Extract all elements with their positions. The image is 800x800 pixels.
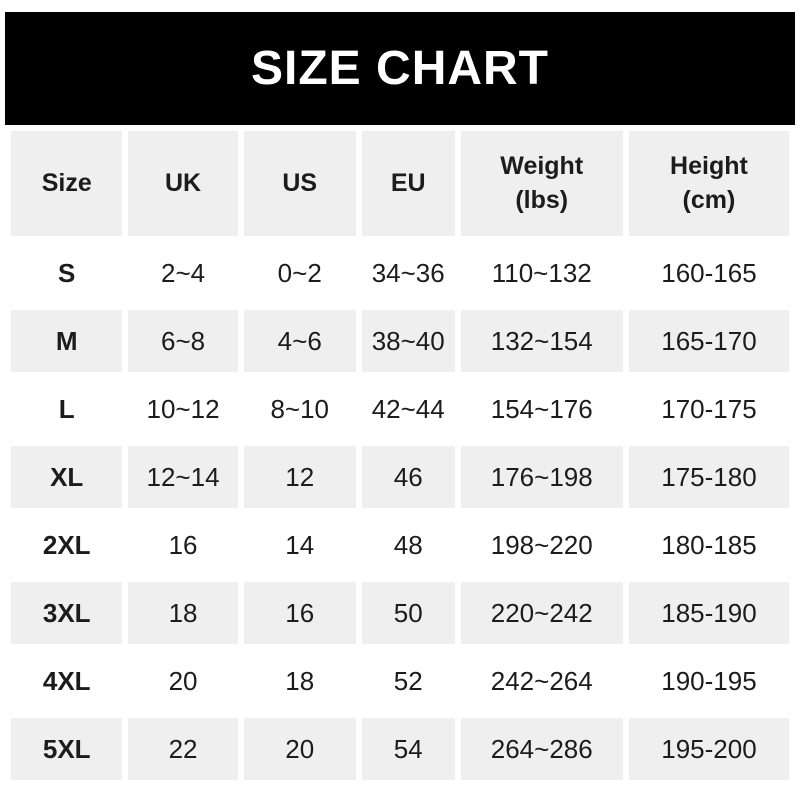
- table-row: 4XL 20 18 52 242~264 190-195: [11, 650, 789, 712]
- value-cell: 12~14: [128, 446, 238, 508]
- value-cell: 50: [361, 582, 455, 644]
- value-cell: 195-200: [628, 718, 789, 780]
- table-row: L 10~12 8~10 42~44 154~176 170-175: [11, 378, 789, 440]
- size-label-cell: XL: [11, 446, 123, 508]
- value-cell: 6~8: [128, 310, 238, 372]
- table-row: 5XL 22 20 54 264~286 195-200: [11, 718, 789, 780]
- value-cell: 52: [361, 650, 455, 712]
- page-title: SIZE CHART: [251, 42, 549, 95]
- value-cell: 16: [128, 514, 238, 576]
- value-cell: 54: [361, 718, 455, 780]
- value-cell: 46: [361, 446, 455, 508]
- value-cell: 2~4: [128, 242, 238, 304]
- value-cell: 48: [361, 514, 455, 576]
- value-cell: 242~264: [460, 650, 623, 712]
- column-header-height: Height (cm): [628, 131, 789, 236]
- size-label-cell: L: [11, 378, 123, 440]
- value-cell: 34~36: [361, 242, 455, 304]
- value-cell: 12: [243, 446, 356, 508]
- table-header: Size UK US EU Weight (lbs) Height (cm): [11, 131, 789, 236]
- size-label-cell: 2XL: [11, 514, 123, 576]
- value-cell: 10~12: [128, 378, 238, 440]
- size-label-cell: M: [11, 310, 123, 372]
- table-row: XL 12~14 12 46 176~198 175-180: [11, 446, 789, 508]
- value-cell: 198~220: [460, 514, 623, 576]
- value-cell: 132~154: [460, 310, 623, 372]
- column-header-eu: EU: [361, 131, 455, 236]
- value-cell: 38~40: [361, 310, 455, 372]
- value-cell: 22: [128, 718, 238, 780]
- value-cell: 160-165: [628, 242, 789, 304]
- column-header-uk: UK: [128, 131, 238, 236]
- value-cell: 180-185: [628, 514, 789, 576]
- table-row: 3XL 18 16 50 220~242 185-190: [11, 582, 789, 644]
- value-cell: 20: [243, 718, 356, 780]
- value-cell: 18: [128, 582, 238, 644]
- value-cell: 185-190: [628, 582, 789, 644]
- value-cell: 154~176: [460, 378, 623, 440]
- value-cell: 110~132: [460, 242, 623, 304]
- value-cell: 14: [243, 514, 356, 576]
- table-row: S 2~4 0~2 34~36 110~132 160-165: [11, 242, 789, 304]
- value-cell: 8~10: [243, 378, 356, 440]
- size-label-cell: 5XL: [11, 718, 123, 780]
- value-cell: 4~6: [243, 310, 356, 372]
- column-header-weight: Weight (lbs): [460, 131, 623, 236]
- size-chart-banner: SIZE CHART: [5, 12, 795, 125]
- value-cell: 175-180: [628, 446, 789, 508]
- value-cell: 264~286: [460, 718, 623, 780]
- value-cell: 165-170: [628, 310, 789, 372]
- column-header-size: Size: [11, 131, 123, 236]
- value-cell: 220~242: [460, 582, 623, 644]
- value-cell: 18: [243, 650, 356, 712]
- table-row: M 6~8 4~6 38~40 132~154 165-170: [11, 310, 789, 372]
- size-label-cell: S: [11, 242, 123, 304]
- size-table-body: S 2~4 0~2 34~36 110~132 160-165 M 6~8 4~6 38~40 13…: [11, 242, 789, 780]
- value-cell: 190-195: [628, 650, 789, 712]
- value-cell: 176~198: [460, 446, 623, 508]
- size-label-cell: 3XL: [11, 582, 123, 644]
- table-row: 2XL 16 14 48 198~220 180-185: [11, 514, 789, 576]
- value-cell: 16: [243, 582, 356, 644]
- value-cell: 0~2: [243, 242, 356, 304]
- value-cell: 20: [128, 650, 238, 712]
- column-header-us: US: [243, 131, 356, 236]
- size-label-cell: 4XL: [11, 650, 123, 712]
- value-cell: 42~44: [361, 378, 455, 440]
- value-cell: 170-175: [628, 378, 789, 440]
- size-chart-table: Size UK US EU Weight (lbs) Height (cm) S 2~…: [5, 125, 795, 786]
- header-row: Size UK US EU Weight (lbs) Height (cm): [11, 131, 789, 236]
